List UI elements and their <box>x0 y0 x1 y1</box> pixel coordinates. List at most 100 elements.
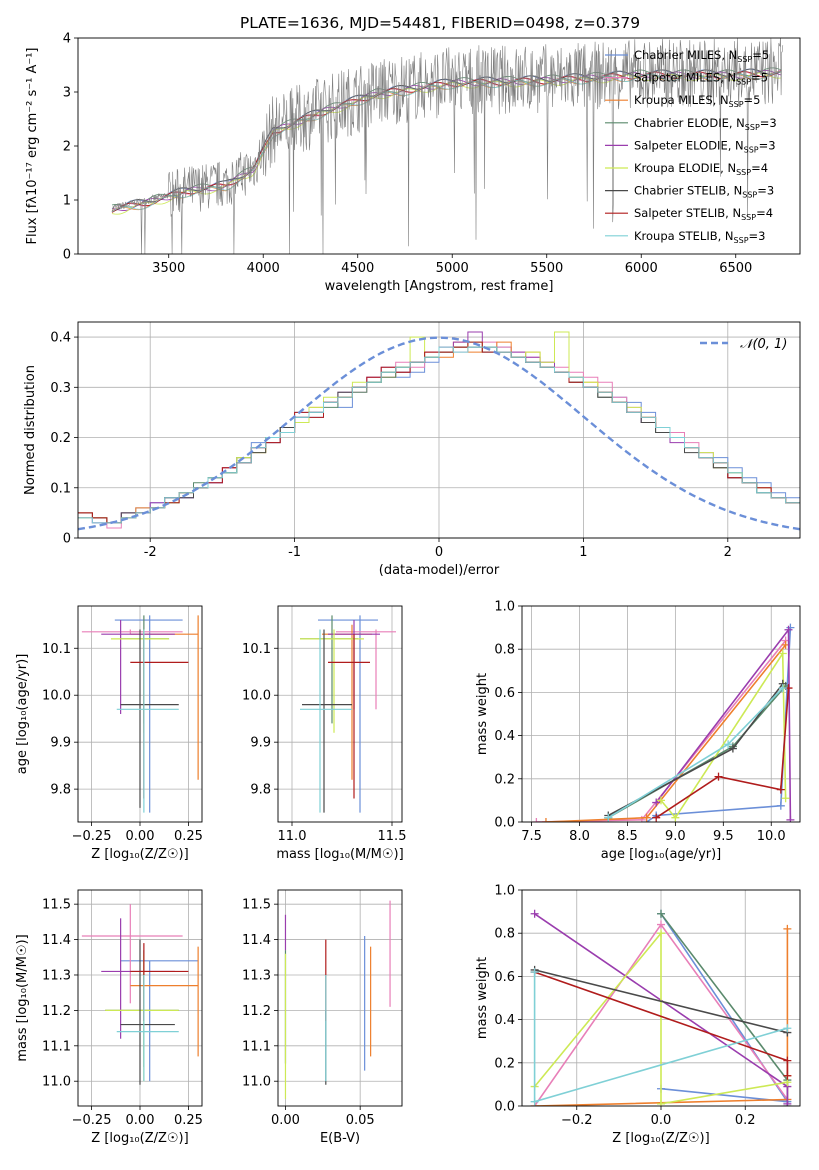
x-tick-label: 1 <box>579 545 587 560</box>
weight-marker <box>657 796 665 805</box>
y-tick-label: 0.8 <box>494 643 515 658</box>
x-axis-label: age [log₁₀(age/yr)] <box>601 847 722 862</box>
plot-area <box>81 615 199 813</box>
legend-label: Chabrier STELIB, NSSP=3 <box>634 184 774 200</box>
weight-marker <box>652 798 661 807</box>
axes-frame <box>77 321 801 539</box>
x-tick-label: 4500 <box>341 261 374 276</box>
x-tick-label: 5500 <box>530 261 563 276</box>
y-tick-label: 10.0 <box>42 689 71 704</box>
plot-area <box>530 909 792 1106</box>
weight-series <box>530 929 792 1106</box>
x-tick-label: −0.25 <box>72 1113 112 1128</box>
y-tick-label: 10.1 <box>42 642 71 657</box>
weight-marker <box>657 909 665 918</box>
x-tick-label: 9.0 <box>665 829 686 844</box>
error-bar-point <box>120 960 199 1082</box>
y-tick-label: 0.4 <box>494 1013 515 1028</box>
plot-area <box>81 904 199 1085</box>
weight-marker <box>784 625 793 634</box>
y-tick-label: 0.0 <box>494 1100 515 1115</box>
y-tick-label: 0.4 <box>494 729 515 744</box>
error-bar-point <box>101 620 175 714</box>
y-tick-label: 1 <box>63 194 71 209</box>
weight-line <box>536 640 787 822</box>
y-tick-label: 11.0 <box>42 1075 71 1090</box>
weight-marker <box>786 815 795 822</box>
weight-marker <box>778 684 787 693</box>
error-bar-point <box>300 629 364 733</box>
x-tick-label: 0.0 <box>651 1113 672 1128</box>
y-tick-label: 11.3 <box>42 968 71 983</box>
error-bar-point <box>328 634 370 799</box>
x-tick-label: 8.5 <box>617 829 638 844</box>
histogram-series <box>78 341 800 524</box>
weight-marker <box>724 740 733 749</box>
y-tick-label: 10.0 <box>242 689 271 704</box>
x-axis-label: Z [log₁₀(Z/Z☉)] <box>91 1131 188 1146</box>
error-bar-point <box>300 629 352 813</box>
weight-marker <box>728 744 737 753</box>
legend-label: Salpeter ELODIE, NSSP=3 <box>634 138 776 154</box>
x-tick-label: −0.25 <box>72 829 112 844</box>
x-axis-label: Z [log₁₀(Z/Z☉)] <box>612 1131 709 1146</box>
axes-age_vs_Z: −0.25 0.00 0.25 9.8 9.9 10.0 10.1 Z [log₁₀(Z/Z☉… <box>15 605 203 862</box>
histogram-series <box>78 341 800 529</box>
figure-title: PLATE=1636, MJD=54481, FIBERID=0498, z=0… <box>240 14 640 32</box>
y-tick-label: 11.4 <box>242 933 271 948</box>
x-tick-label: 6500 <box>719 261 752 276</box>
y-tick-label: 9.9 <box>250 736 271 751</box>
normal-curve <box>78 336 800 531</box>
axes-mass_vs_Z: −0.25 0.00 0.25 11.0 11.1 11.2 11.3 11.4 11.5 Z [… <box>15 889 203 1146</box>
legend-label: Kroupa MILES, NSSP=5 <box>634 93 760 109</box>
error-bar-point <box>336 629 396 710</box>
plot-area <box>300 615 396 813</box>
y-tick-label: 9.9 <box>50 736 71 751</box>
y-tick-label: 1.0 <box>494 600 515 615</box>
weight-series <box>541 640 790 822</box>
error-bar-point <box>120 629 179 808</box>
weight-series <box>652 684 793 822</box>
y-tick-label: 0.3 <box>50 381 71 396</box>
y-tick-label: 0.2 <box>494 1056 515 1071</box>
axes-frame <box>277 889 403 1107</box>
x-tick-label: 4000 <box>247 261 280 276</box>
x-axis-label: E(B-V) <box>320 1131 360 1146</box>
axes-frame <box>77 37 801 255</box>
x-tick-label: 5000 <box>436 261 469 276</box>
y-tick-label: 11.1 <box>42 1039 71 1054</box>
y-tick-label: 1.0 <box>494 884 515 899</box>
weight-marker <box>783 1071 792 1080</box>
x-tick-label: −0.2 <box>561 1113 593 1128</box>
y-tick-label: 0.2 <box>494 772 515 787</box>
legend-label: Salpeter STELIB, NSSP=4 <box>634 206 773 222</box>
x-tick-label: 6000 <box>625 261 658 276</box>
x-axis-label: wavelength [Angstrom, rest frame] <box>325 279 554 294</box>
error-bar-point <box>116 629 179 813</box>
y-tick-label: 0.1 <box>50 481 71 496</box>
axes-age_vs_mass: 11.0 11.5 9.8 9.9 10.0 10.1 mass [log₁₀(M/M☉)] <box>242 605 407 862</box>
weight-marker <box>776 801 785 810</box>
weight-marker <box>642 813 651 822</box>
y-tick-label: 0.6 <box>494 970 515 985</box>
legend-label: 𝒩(0, 1) <box>740 337 787 352</box>
weight-line <box>534 969 788 1034</box>
y-tick-label: 11.5 <box>242 898 271 913</box>
weight-marker <box>783 1056 792 1065</box>
weight-marker <box>657 929 665 938</box>
y-tick-label: 0.8 <box>494 927 515 942</box>
histogram-series <box>78 331 800 524</box>
y-axis-label: Normed distribution <box>23 365 38 495</box>
plot-area <box>78 331 800 531</box>
x-tick-label: -2 <box>144 545 157 560</box>
x-axis-label: (data-model)/error <box>379 563 500 578</box>
y-tick-label: 0.2 <box>50 431 71 446</box>
x-tick-label: 11.5 <box>378 829 407 844</box>
y-axis-label: mass [log₁₀(M/M☉)] <box>15 934 30 1061</box>
y-axis-label: Flux [fλ10⁻¹⁷ erg cm⁻² s⁻¹ A⁻¹] <box>25 48 40 245</box>
error-bar-point <box>105 953 179 1082</box>
weight-marker <box>604 813 613 822</box>
axes-mass_weight_vs_age: 7.5 8.0 8.5 9.0 9.5 10.0 0.0 0.2 0.4 0.6 0.8 1.0 age… <box>475 600 801 862</box>
y-tick-label: 0.0 <box>494 816 515 831</box>
weight-series <box>604 679 787 820</box>
